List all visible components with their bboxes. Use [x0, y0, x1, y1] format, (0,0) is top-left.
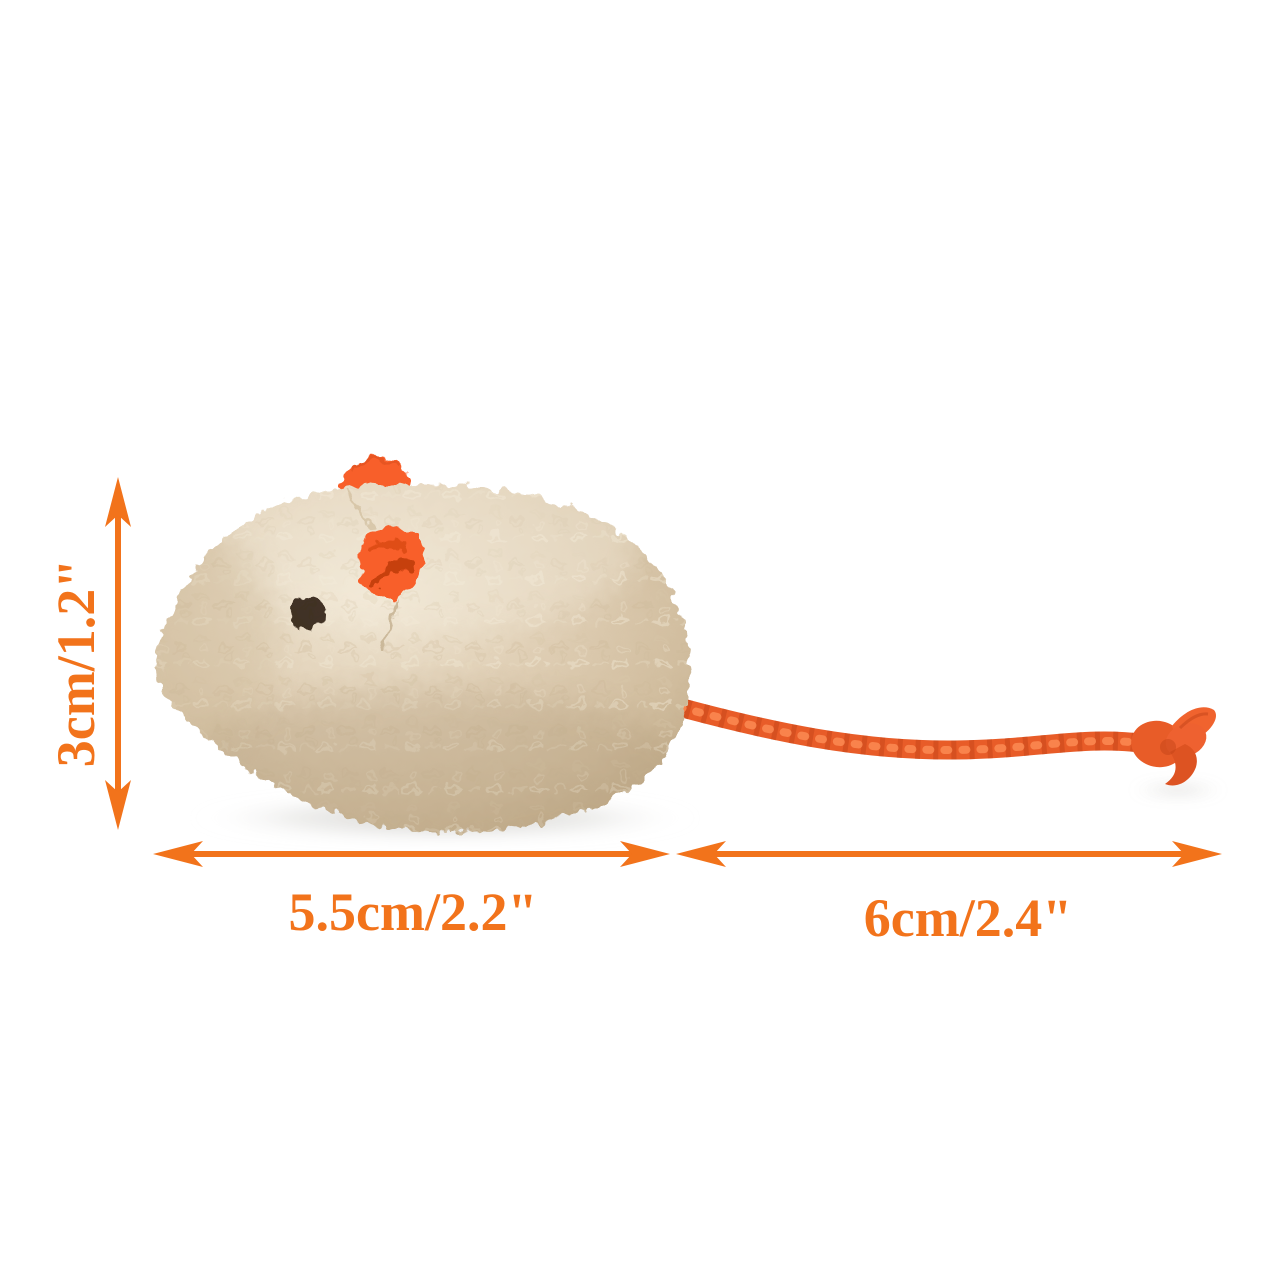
face-seam — [378, 597, 398, 651]
tail-knot — [1131, 707, 1217, 786]
body-length-dimension-arrow — [153, 841, 670, 867]
body-length-dimension-label: 5.5cm/2.2" — [288, 882, 538, 942]
mouse-body — [155, 456, 691, 833]
near-ear — [359, 524, 425, 598]
tail-length-dimension-label: 6cm/2.4" — [863, 888, 1073, 948]
tail-rope — [668, 704, 1148, 750]
knot-ground-shadow — [1130, 781, 1226, 799]
height-dimension-label: 3cm/1.2" — [46, 558, 106, 768]
eye — [291, 596, 325, 632]
height-dimension-arrow — [105, 477, 131, 830]
tail-length-dimension-arrow — [676, 841, 1222, 867]
